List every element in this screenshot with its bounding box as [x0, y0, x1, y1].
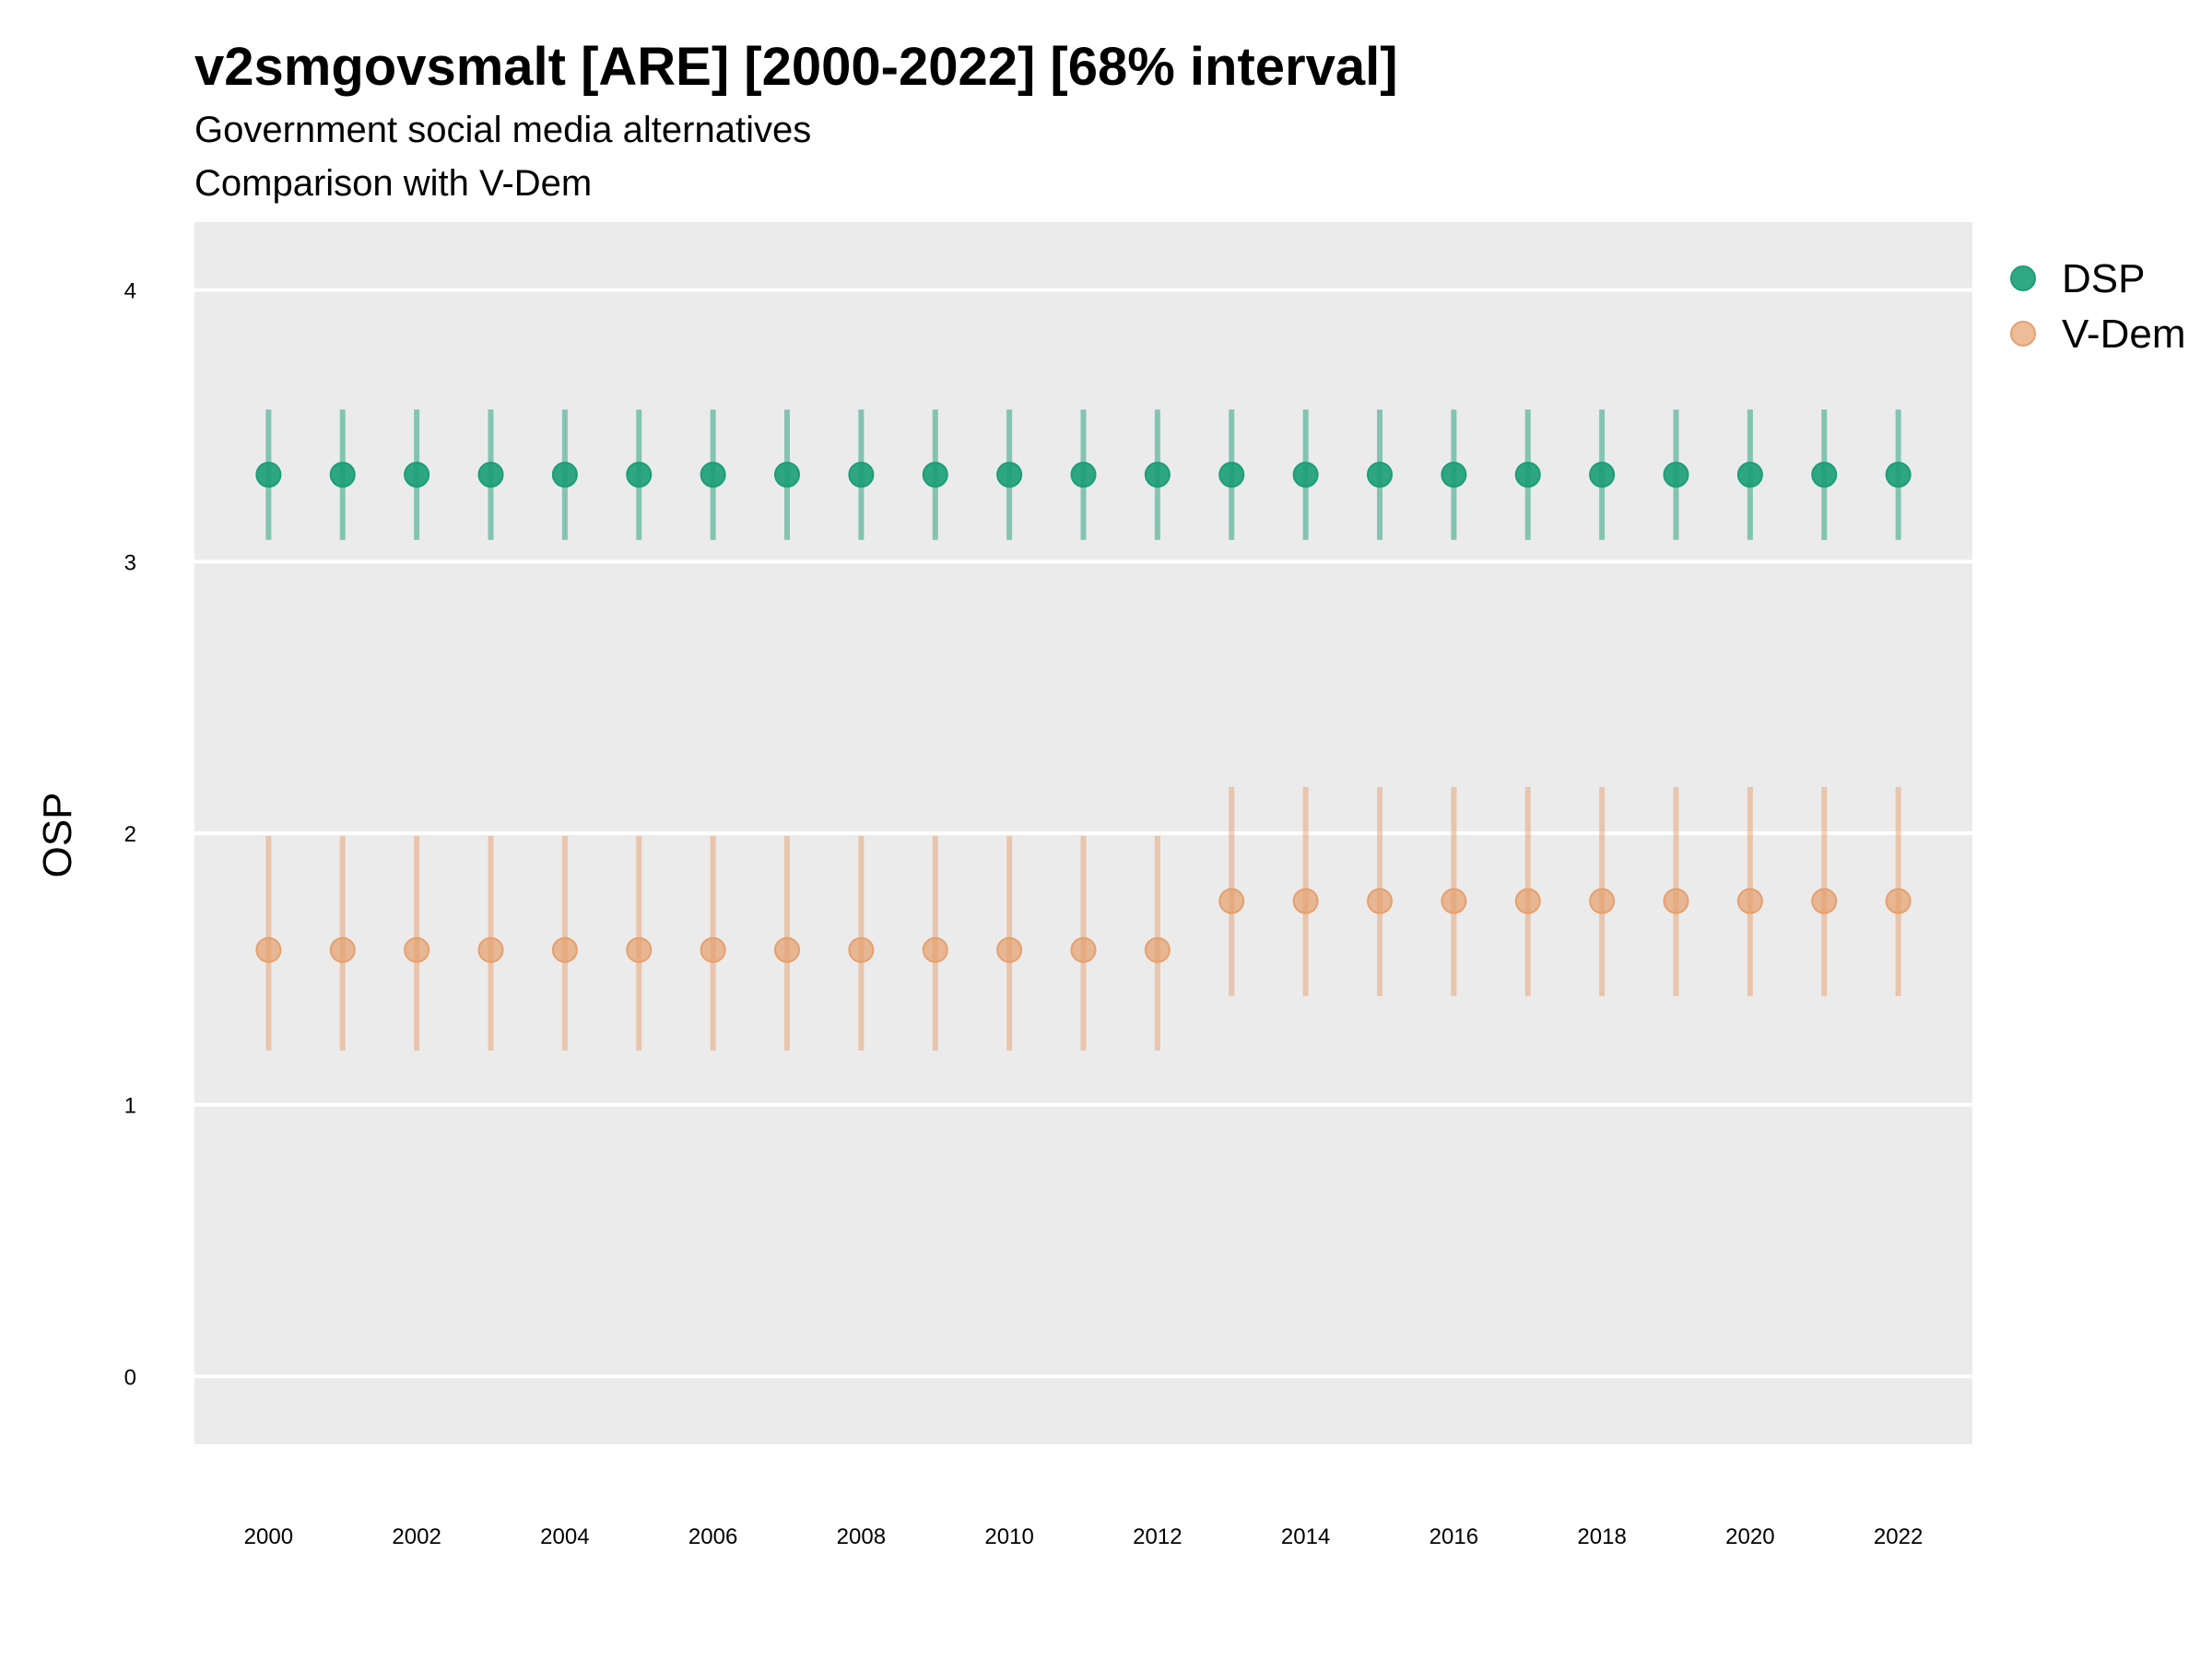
x-tick-label: 2022 [1874, 1524, 1923, 1549]
series-v-dem [255, 786, 1912, 1051]
legend: DSP V-Dem [2010, 256, 2185, 357]
y-tick-label: 3 [124, 550, 136, 575]
point-dsp [1663, 462, 1689, 488]
point-v-dem [1885, 888, 1912, 914]
point-dsp [1144, 462, 1171, 488]
point-dsp [329, 462, 356, 488]
point-dsp [1736, 462, 1763, 488]
point-dsp [551, 462, 578, 488]
x-tick-label: 2014 [1281, 1524, 1330, 1549]
x-tick-label: 2008 [837, 1524, 886, 1549]
y-tick-label: 2 [124, 822, 136, 847]
point-v-dem [1292, 888, 1319, 914]
point-dsp [774, 462, 800, 488]
point-v-dem [626, 936, 653, 963]
point-dsp [1367, 462, 1393, 488]
point-v-dem [1514, 888, 1541, 914]
x-tick-label: 2002 [392, 1524, 441, 1549]
point-v-dem [700, 936, 726, 963]
point-dsp [1292, 462, 1319, 488]
series-dsp [255, 409, 1912, 540]
point-v-dem [1070, 936, 1097, 963]
point-dsp [1218, 462, 1245, 488]
point-v-dem [1663, 888, 1689, 914]
x-tick-label: 2004 [540, 1524, 589, 1549]
data-marks [255, 409, 1912, 1051]
point-v-dem [477, 936, 504, 963]
legend-key-v-dem [2010, 321, 2036, 347]
point-v-dem [848, 936, 875, 963]
point-v-dem [1811, 888, 1838, 914]
legend-label-dsp: DSP [2062, 256, 2145, 301]
point-v-dem [1218, 888, 1245, 914]
x-tick-label: 2018 [1577, 1524, 1626, 1549]
y-tick-label: 1 [124, 1094, 136, 1119]
chart-subtitle: Government social media alternatives [194, 110, 811, 150]
x-tick-label: 2000 [244, 1524, 293, 1549]
point-dsp [922, 462, 948, 488]
point-dsp [626, 462, 653, 488]
point-v-dem [1589, 888, 1616, 914]
point-dsp [848, 462, 875, 488]
y-tick-labels: 0 1 2 3 4 [124, 279, 136, 1391]
point-dsp [477, 462, 504, 488]
point-dsp [1514, 462, 1541, 488]
x-tick-labels: 2000 2002 2004 2006 2008 2010 2012 2014 2016 2018… [244, 1524, 1924, 1549]
legend-item-v-dem: V-Dem [2010, 312, 2185, 357]
point-dsp [404, 462, 430, 488]
y-axis-title: OSP [35, 793, 80, 878]
legend-item-dsp: DSP [2010, 256, 2145, 301]
x-tick-label: 2012 [1133, 1524, 1182, 1549]
chart-caption-line: Comparison with V-Dem [194, 163, 592, 204]
legend-key-dsp [2010, 265, 2036, 291]
point-dsp [1070, 462, 1097, 488]
point-dsp [1811, 462, 1838, 488]
point-v-dem [551, 936, 578, 963]
point-v-dem [996, 936, 1023, 963]
chart-title: v2smgovsmalt [ARE] [2000-2022] [68% inte… [194, 37, 1398, 97]
x-tick-label: 2010 [984, 1524, 1033, 1549]
point-v-dem [329, 936, 356, 963]
y-tick-label: 0 [124, 1365, 136, 1390]
point-dsp [1589, 462, 1616, 488]
x-tick-label: 2016 [1430, 1524, 1478, 1549]
point-v-dem [922, 936, 948, 963]
point-dsp [700, 462, 726, 488]
x-tick-label: 2006 [688, 1524, 737, 1549]
point-v-dem [1441, 888, 1467, 914]
point-v-dem [1367, 888, 1393, 914]
point-dsp [255, 462, 282, 488]
point-dsp [996, 462, 1023, 488]
legend-label-v-dem: V-Dem [2062, 312, 2185, 357]
point-v-dem [255, 936, 282, 963]
point-v-dem [1144, 936, 1171, 963]
x-tick-label: 2020 [1725, 1524, 1774, 1549]
y-tick-label: 4 [124, 279, 136, 304]
point-v-dem [1736, 888, 1763, 914]
point-dsp [1885, 462, 1912, 488]
point-v-dem [774, 936, 800, 963]
point-v-dem [404, 936, 430, 963]
point-dsp [1441, 462, 1467, 488]
